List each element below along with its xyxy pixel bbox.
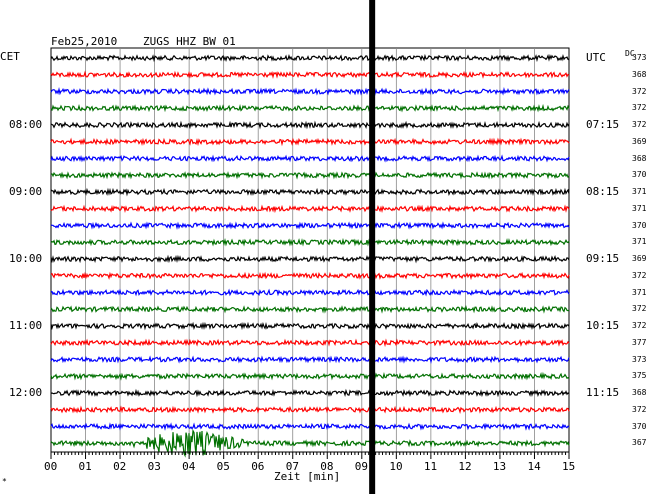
x-tick-label: 03 [147, 460, 161, 473]
trace-line [50, 237, 570, 247]
trace-line [50, 388, 570, 398]
dc-offset-value: 372 [632, 120, 647, 129]
trace-line [50, 371, 570, 381]
trace-line [50, 187, 570, 197]
x-axis-title: Zeit [min] [274, 470, 341, 483]
corner-mark: * [2, 477, 7, 486]
dc-offset-value: 370 [632, 220, 647, 230]
dc-offset-value: 372 [632, 103, 647, 113]
x-tick-label: 02 [113, 460, 127, 473]
trace-line [50, 428, 570, 458]
header-date: Feb25,2010 [51, 35, 118, 48]
header-station: ZUGS HHZ BW 01 [143, 35, 236, 48]
dc-offset-value: 373 [632, 53, 647, 62]
dc-header-label: DC [625, 49, 635, 58]
dc-offset-value: 372 [632, 321, 647, 330]
x-tick-label: 15 [562, 460, 576, 473]
x-tick-label: 00 [44, 460, 58, 473]
right-time-label: UTC [586, 51, 606, 64]
dc-offset-value: 371 [632, 203, 647, 213]
dc-offset-value: 371 [632, 287, 647, 297]
trace-line [50, 338, 570, 348]
dc-offset-value: 372 [632, 86, 647, 96]
trace-line [50, 405, 570, 415]
x-tick-label: 10 [389, 460, 403, 473]
trace-line [50, 355, 570, 365]
dc-offset-value: 373 [632, 354, 647, 364]
dc-offset-value: 371 [632, 187, 647, 196]
dc-offset-value: 371 [632, 237, 647, 247]
dc-offset-value: 369 [632, 136, 647, 146]
dc-offset-value: 372 [632, 270, 647, 280]
dc-offset-value: 375 [632, 371, 647, 381]
right-time-label: 10:15 [586, 319, 620, 332]
dc-offset-value: 368 [632, 388, 647, 397]
dc-offset-value: 370 [632, 170, 647, 180]
trace-line [50, 86, 570, 96]
trace-line [50, 254, 570, 264]
trace-line [50, 288, 570, 297]
dc-offset-value: 369 [632, 254, 647, 263]
trace-line [50, 204, 570, 214]
trace-line [50, 103, 570, 113]
dc-offset-value: 368 [632, 69, 647, 79]
right-time-label: 08:15 [586, 185, 620, 198]
right-time-label: 07:15 [586, 118, 620, 131]
left-time-label: 09:00 [9, 185, 43, 198]
x-tick-label: 05 [216, 460, 230, 473]
trace-line [50, 70, 570, 79]
trace-line [50, 154, 570, 163]
x-tick-label: 14 [527, 460, 541, 473]
trace-line [50, 53, 570, 63]
left-timezone-label: CET [0, 50, 20, 63]
dc-offset-value: 370 [632, 421, 647, 431]
left-time-label: 10:00 [9, 252, 43, 265]
left-time-label: 11:00 [9, 319, 43, 332]
dc-offset-value: 372 [632, 304, 647, 314]
right-time-label: 09:15 [586, 252, 620, 265]
trace-line [50, 120, 570, 130]
dc-offset-value: 368 [632, 153, 647, 163]
x-tick-label: 09 [354, 460, 369, 473]
x-tick-label: 04 [182, 460, 196, 473]
x-tick-label: 01 [78, 460, 92, 473]
trace-line [50, 137, 570, 147]
dc-offset-value: 377 [632, 337, 647, 347]
x-tick-label: 13 [492, 460, 507, 473]
trace-line [50, 271, 570, 281]
trace-line [50, 321, 570, 331]
x-tick-label: 07 [285, 460, 299, 473]
left-time-label: 08:00 [9, 118, 43, 131]
left-time-label: 12:00 [9, 386, 43, 399]
trace-line [50, 422, 570, 431]
trace-line [50, 171, 570, 180]
right-time-label: 11:15 [586, 386, 620, 399]
x-tick-label: 06 [251, 460, 265, 473]
x-tick-label: 12 [458, 460, 472, 473]
x-tick-label: 08 [320, 460, 334, 473]
trace-line [50, 221, 570, 230]
dc-offset-value: 367 [632, 438, 647, 448]
trace-line [50, 305, 570, 314]
dc-offset-value: 372 [632, 404, 647, 414]
x-tick-label: 11 [423, 460, 438, 473]
